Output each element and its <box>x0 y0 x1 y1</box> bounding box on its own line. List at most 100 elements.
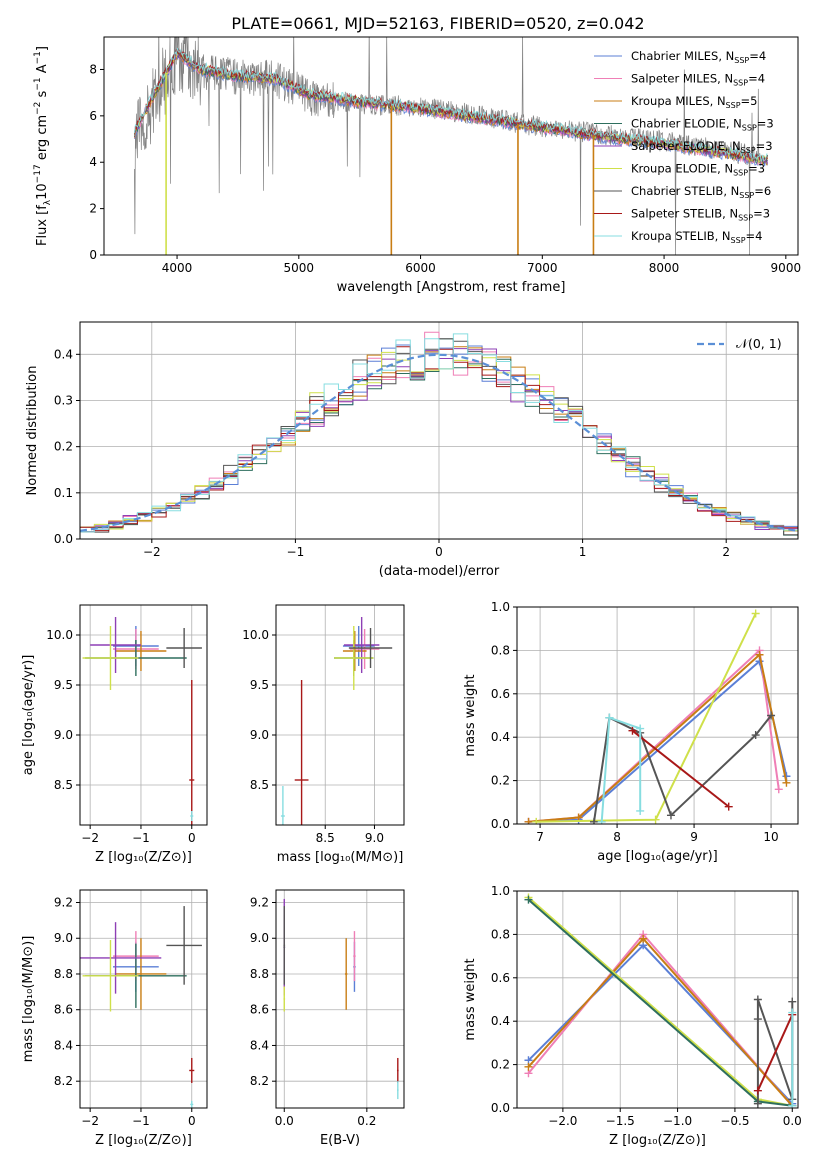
y-tick-label: 8.8 <box>54 967 73 981</box>
y-tick-label: 8.2 <box>54 1074 73 1088</box>
x-tick-label: −1 <box>287 545 305 559</box>
panel-mass_vs_ebv: 0.0 0.2 8.2 8.4 8.6 8.8 9.0 9.2 E(B-V) <box>250 889 405 1148</box>
weight-marker <box>639 934 648 943</box>
panel-weight_vs_age: 7 8 9 10 0.0 0.2 0.4 0.6 0.8 1.0 age [log₁₀(age/yr… <box>463 600 799 864</box>
errorbar-salpeter-elodie <box>343 617 380 673</box>
y-tick-label: 8 <box>89 62 97 76</box>
y-label-part: 10 <box>35 183 50 200</box>
y-tick-label: 8.8 <box>250 967 269 981</box>
panel-age_vs_mass: 8.5 9.0 8.5 9.0 9.5 10.0 mass [log₁₀(M/M⊙)] <box>242 604 405 865</box>
y-tick-label: 8.5 <box>54 778 73 792</box>
y-axis-label: mass weight <box>463 958 478 1040</box>
legend: 𝒩(0, 1) <box>697 336 782 351</box>
plot-area <box>283 898 399 1100</box>
y-tick-label: 9.0 <box>250 931 269 945</box>
y-tick-label: 9.2 <box>54 896 73 910</box>
y-tick-label: 4 <box>89 155 97 169</box>
weight-line-kroupa-stelib <box>600 716 642 822</box>
y-tick-label: 0.8 <box>491 927 510 941</box>
y-tick-label: 0.2 <box>491 774 510 788</box>
y-axis-label: age [log₁₀(age/yr)] <box>21 655 36 776</box>
errorbar-salpeter-miles <box>353 931 356 982</box>
legend-label-sub: SSP <box>741 146 756 155</box>
errorbar-salpeter-stelib <box>189 1057 195 1083</box>
x-tick-label: 6000 <box>405 261 436 275</box>
legend-label: Kroupa MILES, NSSP=5 <box>631 94 757 110</box>
legend-label: 𝒩(0, 1) <box>736 336 782 351</box>
legend-label-text: Kroupa STELIB, N <box>631 229 731 243</box>
weight-marker <box>605 713 614 722</box>
axes-frame <box>275 889 405 1109</box>
x-axis-label: wavelength [Angstrom, rest frame] <box>337 280 566 295</box>
y-tick-label: 9.0 <box>250 728 269 742</box>
x-tick-label: −2.0 <box>548 1114 577 1128</box>
model-spectrum <box>133 47 768 163</box>
y-axis-label: mass [log₁₀(M/M⊙)] <box>21 936 36 1063</box>
y-tick-label: 9.0 <box>54 931 73 945</box>
axes-frame <box>275 604 405 826</box>
legend-label-count: =6 <box>754 184 771 198</box>
axes-frame <box>79 889 208 1109</box>
weight-marker <box>636 724 645 733</box>
y-label-part: erg cm <box>35 115 50 164</box>
x-axis-label: mass [log₁₀(M/M⊙)] <box>277 850 404 865</box>
errorbar-salpeter-stelib <box>396 1057 399 1083</box>
x-axis-label: age [log₁₀(age/yr)] <box>597 849 718 864</box>
grid-lines <box>276 605 404 825</box>
weight-marker <box>755 650 764 659</box>
x-tick-label: 10 <box>763 830 778 844</box>
legend-label-count: =3 <box>757 117 774 131</box>
figure-title: PLATE=0661, MJD=52163, FIBERID=0520, z=0… <box>231 14 644 33</box>
y-tick-label: 0 <box>89 248 97 262</box>
panel-spectrum: 4000 5000 6000 7000 8000 9000 0 2 4 6 8 wavelength … <box>33 36 801 295</box>
y-label-part: −1 <box>33 77 43 90</box>
y-tick-label: 10.0 <box>46 628 73 642</box>
axes-frame <box>103 36 799 256</box>
plot-area <box>82 617 202 825</box>
y-axis-label: mass weight <box>463 674 478 756</box>
axes: 0.0 0.2 8.2 8.4 8.6 8.8 9.0 9.2 E(B-V) <box>250 889 405 1148</box>
axes: 8.5 9.0 8.5 9.0 9.5 10.0 mass [log₁₀(M/M⊙)] <box>242 604 405 865</box>
x-tick-label: 7000 <box>527 261 558 275</box>
errorbar-kroupa-miles <box>342 631 367 671</box>
y-tick-label: 8.4 <box>250 1038 269 1052</box>
axes: −2 −1 0 8.5 9.0 9.5 10.0 Z [log₁₀(Z/Z⊙)] age [lo… <box>21 604 208 865</box>
x-axis-label: (data-model)/error <box>379 564 500 579</box>
weight-marker <box>524 895 533 904</box>
legend-label-sub: SSP <box>742 124 757 133</box>
plot-area <box>133 37 769 255</box>
x-tick-label: −2 <box>81 1114 99 1128</box>
panel-age_vs_Z: −2 −1 0 8.5 9.0 9.5 10.0 Z [log₁₀(Z/Z⊙)] age [lo… <box>21 604 208 865</box>
errorbar-salpeter-elodie <box>90 617 141 673</box>
weight-marker <box>782 778 791 787</box>
y-tick-label: 0.0 <box>491 1101 510 1115</box>
plot-area <box>280 617 393 825</box>
y-tick-label: 6 <box>89 109 97 123</box>
panel-mass_vs_Z: −2 −1 0 8.2 8.4 8.6 8.8 9.0 9.2 Z [log₁₀(Z/Z⊙)] ma… <box>21 889 208 1148</box>
x-axis-label: Z [log₁₀(Z/Z⊙)] <box>609 1133 706 1148</box>
x-tick-label: 0 <box>188 831 196 845</box>
errorbar-chabrier-miles <box>342 626 375 666</box>
y-tick-label: 0.8 <box>491 643 510 657</box>
y-tick-label: 0.0 <box>491 817 510 831</box>
histogram-kroupa-stelib <box>80 333 798 533</box>
legend-label-count: =3 <box>748 162 765 176</box>
x-tick-label: 5000 <box>284 261 315 275</box>
errorbar-kroupa-elodie <box>82 626 139 690</box>
legend-label-text: Chabrier STELIB, N <box>631 184 739 198</box>
legend-label-count: =5 <box>741 94 758 108</box>
errorbar-salpeter-stelib <box>294 680 309 825</box>
weight-marker <box>628 726 637 735</box>
grid-lines <box>276 890 404 1108</box>
y-tick-label: 8.4 <box>54 1038 73 1052</box>
errorbar-kroupa-miles <box>344 938 348 1010</box>
errorbar-kroupa-elodie <box>82 940 139 1012</box>
model-spectrum <box>133 48 768 161</box>
y-label-part: A <box>35 64 50 77</box>
x-tick-label: 0 <box>435 545 443 559</box>
grid-lines <box>517 606 798 825</box>
errorbar-kroupa-stelib <box>190 1100 194 1108</box>
x-tick-label: 9 <box>690 830 698 844</box>
